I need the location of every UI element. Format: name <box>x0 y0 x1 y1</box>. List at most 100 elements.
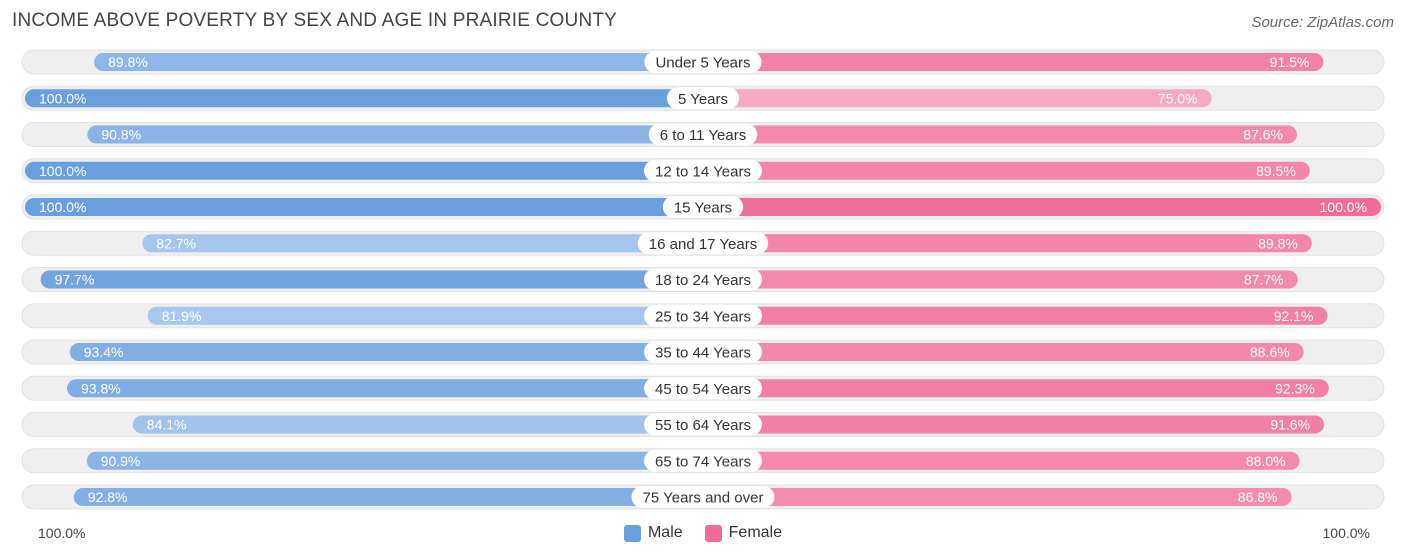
female-value-label: 92.3% <box>1275 380 1315 396</box>
category-pill <box>662 196 744 218</box>
chart-row: 93.8% 92.3% 45 to 54 Years <box>21 375 1385 401</box>
category-label: 18 to 24 Years <box>655 272 751 289</box>
category-label: 15 Years <box>674 200 732 217</box>
male-value-label: 82.7% <box>156 235 196 251</box>
male-bar <box>73 488 704 506</box>
female-bar <box>703 270 1298 289</box>
category-pill <box>631 486 775 508</box>
male-bar <box>25 198 703 216</box>
chart-row: 97.7% 87.7% 18 to 24 Years <box>21 267 1385 292</box>
male-bar <box>25 161 703 180</box>
legend: Male Female <box>0 524 1406 542</box>
chart-row: 90.8% 87.6% 6 to 11 Years <box>21 122 1385 147</box>
category-label: 75 Years and over <box>643 490 764 507</box>
legend-swatch-male <box>623 524 641 542</box>
male-value-label: 90.8% <box>101 127 141 143</box>
chart-row: 90.9% 88.0% 65 to 74 Years <box>21 448 1385 474</box>
category-pill <box>644 341 762 363</box>
female-bar <box>703 415 1325 434</box>
female-value-label: 91.5% <box>1270 54 1310 70</box>
legend-label-female: Female <box>728 524 783 541</box>
legend-label-male: Male <box>647 524 683 541</box>
category-pill <box>637 232 769 255</box>
male-bar <box>69 343 704 361</box>
male-value-label: 100.0% <box>39 163 86 179</box>
male-value-label: 90.9% <box>101 453 141 469</box>
category-label: 55 to 64 Years <box>655 417 751 434</box>
female-bar <box>703 53 1324 71</box>
female-bar <box>703 89 1212 108</box>
category-pill <box>648 123 758 146</box>
female-value-label: 88.6% <box>1250 344 1290 360</box>
female-value-label: 100.0% <box>1320 199 1367 215</box>
male-value-label: 97.7% <box>55 272 95 288</box>
male-bar <box>87 125 704 144</box>
chart-row: 82.7% 89.8% 16 and 17 Years <box>21 230 1385 256</box>
axis-right-label: 100.0% <box>1322 525 1370 541</box>
chart-row: 93.4% 88.6% 35 to 44 Years <box>21 339 1385 365</box>
chart-title: INCOME ABOVE POVERTY BY SEX AND AGE IN P… <box>12 10 618 31</box>
male-value-label: 89.8% <box>108 54 148 70</box>
female-value-label: 88.0% <box>1246 453 1286 469</box>
category-pill <box>644 268 762 291</box>
male-value-label: 93.8% <box>81 380 121 396</box>
chart-row: 100.0% 100.0% 15 Years <box>21 194 1385 220</box>
female-value-label: 87.6% <box>1243 127 1283 143</box>
male-bar <box>132 415 703 434</box>
female-value-label: 89.8% <box>1258 235 1298 251</box>
axis-left-label: 100.0% <box>38 525 86 541</box>
male-bar <box>25 89 703 108</box>
chart-row: 100.0% 75.0% 5 Years <box>21 85 1385 111</box>
category-label: 6 to 11 Years <box>660 127 746 144</box>
category-pill <box>666 87 740 110</box>
female-bar <box>703 161 1310 180</box>
category-pill <box>644 449 762 472</box>
female-bar <box>703 379 1329 398</box>
chart-row: 84.1% 91.6% 55 to 64 Years <box>21 412 1385 437</box>
category-label: 12 to 14 Years <box>655 163 751 180</box>
category-pill <box>644 377 762 400</box>
female-value-label: 87.7% <box>1244 272 1284 288</box>
category-pill <box>644 159 762 182</box>
female-value-label: 89.5% <box>1256 163 1296 179</box>
category-label: 35 to 44 Years <box>655 345 751 362</box>
category-label: 5 Years <box>678 91 728 108</box>
female-bar <box>703 234 1312 253</box>
category-label: 25 to 34 Years <box>655 308 751 325</box>
female-bar <box>703 451 1300 470</box>
chart-row: 89.8% 91.5% Under 5 Years <box>21 49 1385 75</box>
female-bar <box>703 125 1297 144</box>
category-label: 45 to 54 Years <box>655 381 751 398</box>
male-bar <box>40 270 704 289</box>
female-bar <box>703 343 1304 361</box>
legend-item-male[interactable]: Male <box>623 524 683 542</box>
male-value-label: 93.4% <box>84 344 124 360</box>
female-value-label: 75.0% <box>1158 90 1198 106</box>
female-bar <box>703 488 1292 506</box>
category-pill <box>644 413 762 436</box>
male-value-label: 100.0% <box>39 199 86 215</box>
female-value-label: 91.6% <box>1270 417 1310 433</box>
male-bar <box>142 234 703 253</box>
category-label: 65 to 74 Years <box>655 453 751 470</box>
male-value-label: 81.9% <box>162 308 202 324</box>
category-label: Under 5 Years <box>655 55 750 72</box>
legend-swatch-female <box>704 524 722 542</box>
male-value-label: 100.0% <box>39 90 86 106</box>
female-bar <box>703 198 1381 216</box>
male-bar <box>147 306 703 325</box>
male-bar <box>94 53 703 71</box>
source-label: Source: ZipAtlas.com <box>1251 14 1394 31</box>
female-value-label: 86.8% <box>1238 489 1278 505</box>
chart-row: 81.9% 92.1% 25 to 34 Years <box>21 303 1385 329</box>
legend-item-female[interactable]: Female <box>704 524 783 542</box>
male-bar <box>86 451 703 470</box>
male-bar <box>67 379 703 398</box>
category-label: 16 and 17 Years <box>649 236 757 253</box>
female-value-label: 92.1% <box>1274 308 1314 324</box>
female-bar <box>703 306 1328 325</box>
bar-chart: 89.8% 91.5% Under 5 Years 100.0% 75.0% 5 Year… <box>21 49 1385 510</box>
chart-row: 100.0% 89.5% 12 to 14 Years <box>21 158 1385 184</box>
category-pill <box>644 51 762 73</box>
male-value-label: 84.1% <box>147 417 187 433</box>
